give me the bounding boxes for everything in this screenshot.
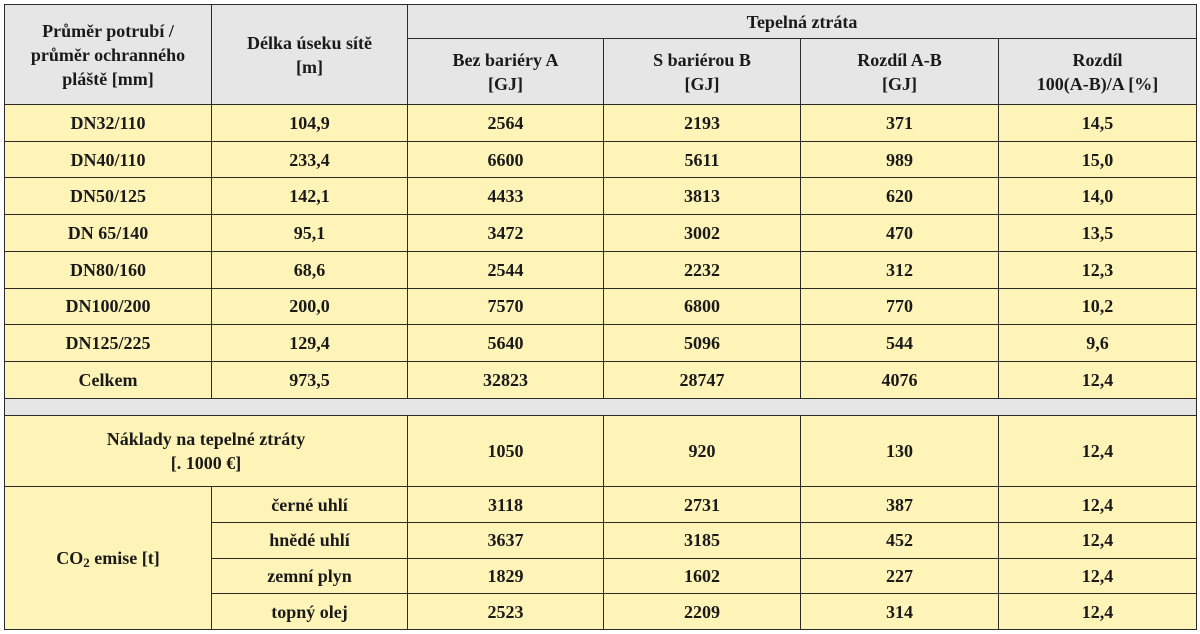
cell-a: 6600: [407, 140, 604, 179]
cell-co2-b: 2209: [603, 593, 801, 630]
cell-pct: 10,2: [997, 287, 1198, 326]
cell-co2-b: 2731: [603, 486, 801, 523]
cell-co2-pct: 12,4: [997, 521, 1198, 559]
table-row: DN32/110 104,9 2564 2193 371 14,5: [4, 104, 1198, 142]
cell-pct: 14,0: [997, 177, 1198, 216]
cell-total-pct: 12,4: [997, 361, 1198, 399]
co2-row: topný olej 2523 2209 314 12,4: [5, 593, 1198, 630]
cell-diff: 544: [800, 324, 999, 363]
cell-diff: 620: [800, 177, 999, 216]
cell-fuel: zemní plyn: [211, 557, 408, 595]
co2-label: CO2 emise [t]: [4, 486, 212, 630]
cell-total-label: Celkem: [4, 361, 212, 399]
cell-co2-pct: 12,4: [997, 486, 1198, 523]
cell-diff: 312: [800, 250, 999, 289]
cell-co2-b: 1602: [603, 557, 801, 595]
header-without-barrier: Bez bariéry A [GJ]: [407, 38, 604, 105]
cell-diff: 989: [800, 140, 999, 179]
cell-b: 3813: [603, 177, 801, 216]
cell-b: 2193: [603, 104, 801, 142]
total-row: Celkem 973,5 32823 28747 4076 12,4: [4, 361, 1198, 399]
cell-fuel: černé uhlí: [211, 486, 408, 523]
spacer-row: [3, 397, 1198, 417]
cell-pipe: DN 65/140: [4, 214, 212, 252]
cell-length: 233,4: [211, 140, 408, 179]
header-with-barrier: S bariérou B [GJ]: [603, 38, 801, 105]
cell-co2-diff: 387: [800, 486, 999, 523]
cell-length: 129,4: [211, 324, 408, 363]
header-section-length: Délka úseku sítě [m]: [211, 4, 408, 105]
cell-pipe: DN100/200: [4, 287, 212, 326]
cell-diff: 470: [800, 214, 999, 252]
cell-co2-pct: 12,4: [997, 593, 1198, 630]
cell-pipe: DN40/110: [4, 140, 212, 179]
cell-length: 68,6: [211, 250, 408, 289]
cell-b: 5096: [603, 324, 801, 363]
cell-pct: 14,5: [997, 104, 1198, 142]
cell-total-diff: 4076: [800, 361, 999, 399]
cell-co2-diff: 314: [800, 593, 999, 630]
header-heat-loss-group: Tepelná ztráta: [406, 4, 1198, 39]
cell-co2-pct: 12,4: [997, 557, 1198, 595]
cell-pipe: DN32/110: [4, 104, 212, 142]
cell-pct: 9,6: [997, 324, 1198, 363]
header-pipe-diameter: Průměr potrubí / průměr ochranného plášt…: [4, 4, 212, 105]
cell-b: 3002: [603, 214, 801, 252]
cell-pct: 13,5: [997, 214, 1198, 252]
cell-pipe: DN50/125: [4, 177, 212, 216]
heat-loss-table: Průměr potrubí / průměr ochranného plášt…: [3, 4, 1198, 630]
cell-b: 6800: [603, 287, 801, 326]
cell-length: 142,1: [211, 177, 408, 216]
costs-row: Náklady na tepelné ztráty [. 1000 €] 1050…: [4, 415, 1198, 488]
cell-co2-a: 1829: [407, 557, 604, 595]
spacer-cell: [3, 397, 1198, 417]
cell-pipe: DN125/225: [4, 324, 212, 363]
cell-fuel: topný olej: [211, 593, 408, 630]
cell-costs-diff: 130: [800, 415, 999, 488]
cell-pct: 15,0: [997, 140, 1198, 179]
header-difference-percent: Rozdíl 100(A-B)/A [%]: [997, 38, 1198, 105]
cell-a: 5640: [407, 324, 604, 363]
cell-fuel: hnědé uhlí: [211, 521, 408, 559]
cell-pct: 12,3: [997, 250, 1198, 289]
cell-total-b: 28747: [603, 361, 801, 399]
cell-length: 95,1: [211, 214, 408, 252]
cell-costs-b: 920: [603, 415, 801, 488]
cell-co2-b: 3185: [603, 521, 801, 559]
costs-label: Náklady na tepelné ztráty [. 1000 €]: [4, 415, 408, 488]
cell-total-a: 32823: [407, 361, 604, 399]
header-difference: Rozdíl A-B [GJ]: [800, 38, 999, 105]
cell-co2-a: 2523: [407, 593, 604, 630]
cell-co2-a: 3118: [407, 486, 604, 523]
table-row: DN100/200 200,0 7570 6800 770 10,2: [4, 287, 1198, 326]
cell-b: 2232: [603, 250, 801, 289]
cell-total-length: 973,5: [211, 361, 408, 399]
cell-diff: 371: [800, 104, 999, 142]
cell-diff: 770: [800, 287, 999, 326]
co2-row: zemní plyn 1829 1602 227 12,4: [5, 557, 1198, 595]
cell-pipe: DN80/160: [4, 250, 212, 289]
cell-length: 104,9: [211, 104, 408, 142]
cell-a: 7570: [407, 287, 604, 326]
table-row: DN50/125 142,1 4433 3813 620 14,0: [4, 177, 1198, 216]
table-row: DN125/225 129,4 5640 5096 544 9,6: [4, 324, 1198, 363]
cell-a: 3472: [407, 214, 604, 252]
cell-costs-a: 1050: [407, 415, 604, 488]
table-row: DN40/110 233,4 6600 5611 989 15,0: [4, 140, 1198, 179]
co2-row: hnědé uhlí 3637 3185 452 12,4: [5, 521, 1198, 559]
cell-costs-pct: 12,4: [997, 415, 1198, 488]
cell-length: 200,0: [211, 287, 408, 326]
cell-co2-diff: 452: [800, 521, 999, 559]
cell-co2-diff: 227: [800, 557, 999, 595]
table-row: DN80/160 68,6 2544 2232 312 12,3: [4, 250, 1198, 289]
table-row: DN 65/140 95,1 3472 3002 470 13,5: [4, 214, 1198, 252]
cell-a: 2544: [407, 250, 604, 289]
cell-a: 4433: [407, 177, 604, 216]
cell-co2-a: 3637: [407, 521, 604, 559]
cell-b: 5611: [603, 140, 801, 179]
cell-a: 2564: [407, 104, 604, 142]
co2-row: CO2 emise [t] černé uhlí 3118 2731 387 1…: [4, 486, 1198, 630]
